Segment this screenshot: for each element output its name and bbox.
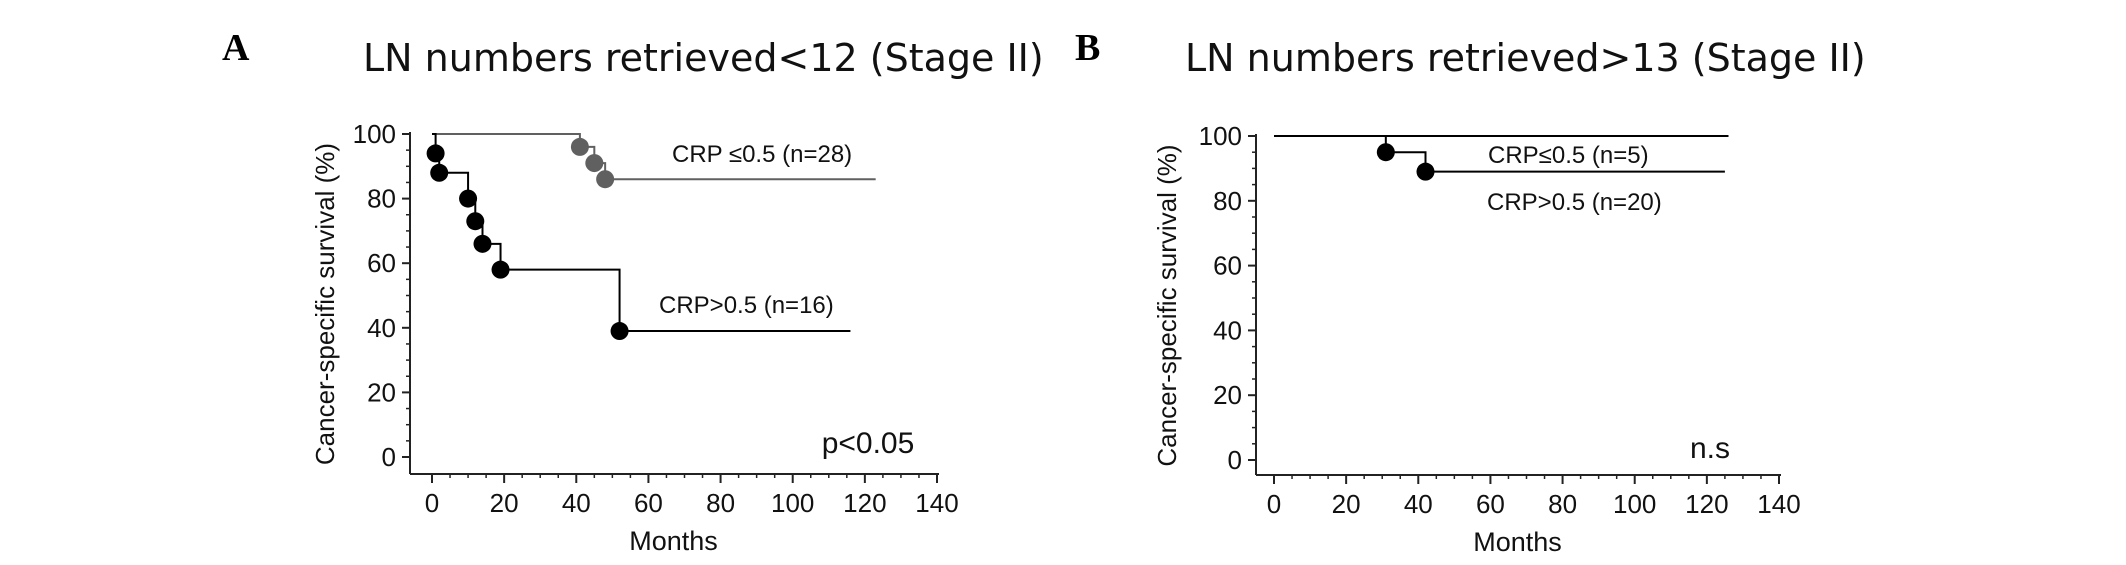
panel-a-series-1-event-point	[426, 144, 445, 163]
panel-b-series-1-line	[1274, 135, 1725, 173]
panel-a-series-0-event-point	[570, 137, 589, 156]
panel-b-y-tick-label: 60	[1213, 251, 1242, 281]
panel-b-x-tick-label: 140	[1757, 489, 1800, 519]
panel-a-letter: A	[222, 27, 250, 69]
panel-a-x-tick-label: 40	[562, 488, 591, 518]
panel-a-series-1-label: CRP>0.5 (n=16)	[659, 292, 834, 319]
panel-a-series-0-event-point	[596, 170, 615, 189]
panel-a-y-tick-label: 60	[367, 248, 396, 278]
panel-b-title: LN numbers retrieved>13 (Stage II)	[1185, 36, 1866, 80]
panel-b-series-1-event-point	[1416, 162, 1435, 181]
panel-b-y-tick-label: 0	[1228, 445, 1242, 475]
panel-a-x-tick-label: 80	[706, 488, 735, 518]
panel-b-x-tick-label: 40	[1404, 489, 1433, 519]
panel-b-y-axis-label: Cancer-specific survival (%)	[1152, 144, 1182, 466]
panel-b-x-axis-label: Months	[1473, 527, 1562, 557]
panel-b-y-tick-label: 40	[1213, 315, 1242, 345]
panel-a-x-tick-label: 60	[634, 488, 663, 518]
panel-b-x-tick-label: 80	[1548, 489, 1577, 519]
panel-b-x-tick-label: 0	[1267, 489, 1281, 519]
panel-a-series-1-event-point	[491, 260, 510, 279]
panel-b-y-tick-label: 100	[1199, 121, 1242, 151]
panel-b-x-tick-label: 60	[1476, 489, 1505, 519]
panel-a-y-tick-label: 100	[353, 119, 396, 149]
panel-a-x-tick-label: 0	[425, 488, 439, 518]
panel-a-y-tick-label: 40	[367, 313, 396, 343]
panel-a-y-tick-label: 0	[382, 442, 396, 472]
panel-a-x-tick-label: 120	[843, 488, 886, 518]
panel-b-series-1-event-point	[1376, 143, 1395, 162]
panel-a-title: LN numbers retrieved<12 (Stage II)	[363, 36, 1044, 80]
panel-b-y-tick-label: 20	[1213, 380, 1242, 410]
panel-b-y-tick-label: 80	[1213, 186, 1242, 216]
panel-b-x-tick-label: 120	[1685, 489, 1728, 519]
panel-a-x-tick-label: 140	[915, 488, 958, 518]
panel-a-series-1-event-point	[473, 234, 492, 253]
panel-a-series-0-event-point	[585, 154, 604, 173]
panel-a-x-axis-label: Months	[629, 526, 718, 556]
panel-a-x-tick-label: 100	[771, 488, 814, 518]
panel-b-series-1-label: CRP>0.5 (n=20)	[1487, 189, 1662, 216]
panel-a-series-1-event-point	[466, 212, 485, 231]
panel-a-series-1-event-point	[459, 189, 478, 208]
panel-b-x-tick-label: 20	[1332, 489, 1361, 519]
panel-a-x-tick-label: 20	[490, 488, 519, 518]
panel-a-series-0-label: CRP ≤0.5 (n=28)	[672, 141, 852, 168]
panel-a-y-axis-label: Cancer-specific survival (%)	[310, 143, 340, 465]
panel-a-series-1-event-point	[430, 163, 449, 182]
panel-a-series-1-event-point	[610, 322, 629, 341]
panel-a-y-tick-label: 20	[367, 377, 396, 407]
panel-a-y-tick-label: 80	[367, 184, 396, 214]
panel-b-series-0-label: CRP≤0.5 (n=5)	[1488, 142, 1649, 169]
panel-b-significance-note: n.s	[1690, 432, 1730, 465]
panel-a-significance-note: p<0.05	[822, 427, 915, 460]
panel-b-letter: B	[1075, 27, 1101, 69]
panel-b-x-tick-label: 100	[1613, 489, 1656, 519]
